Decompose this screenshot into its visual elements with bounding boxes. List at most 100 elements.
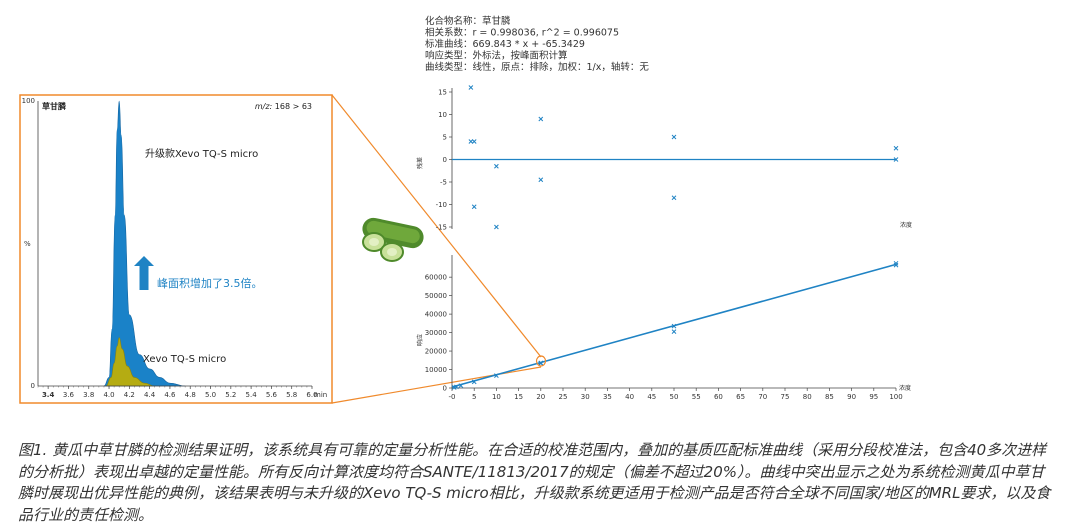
chrom-y-tick-label: 0	[31, 382, 35, 390]
resid-y-tick-label: -15	[436, 224, 447, 232]
chrom-x-tick-label: 5.8	[286, 391, 297, 399]
chrom-x-tick-label: 3.4	[42, 391, 55, 399]
calib-x-tick-label: 80	[803, 393, 812, 401]
cucumber-image	[362, 217, 424, 262]
info-line: 曲线类型：线性，原点：排除，加权：1/x，轴转：无	[425, 61, 649, 73]
resid-y-tick-label: -5	[440, 179, 447, 187]
resid-point	[893, 145, 899, 151]
calib-point	[893, 260, 899, 266]
calib-x-tick-label: 100	[889, 393, 902, 401]
chrom-y-label: %	[24, 240, 31, 248]
calib-y-tick-label: 30000	[425, 329, 447, 337]
info-line: 相关系数：r = 0.998036, r^2 = 0.996075	[425, 27, 619, 39]
figure-caption: 图1. 黄瓜中草甘膦的检测结果证明，该系统具有可靠的定量分析性能。在合适的校准范…	[18, 441, 1051, 524]
highlight-circle	[535, 355, 547, 367]
resid-point	[893, 157, 899, 162]
resid-point	[494, 224, 499, 230]
calib-x-tick-label: 15	[514, 393, 523, 401]
chrom-x-tick-label: 6.0	[306, 391, 317, 399]
calib-y-tick-label: 10000	[425, 366, 447, 374]
calib-y-tick-label: 0	[443, 385, 447, 393]
calib-x-tick-label: -0	[449, 393, 456, 401]
chrom-mz: m/z: 168 > 63	[255, 102, 312, 111]
chrom-x-unit: min	[314, 391, 327, 399]
resid-point	[471, 204, 477, 210]
chromatogram-chart: 3.4 3.6 3.8 4.0 4.2 4.4 4.6 4.8 5.0 5.2 5.4 5.6 5.8 6…	[22, 97, 328, 399]
chrom-x-tick-label: 5.6	[266, 391, 278, 399]
calib-x-tick-label: 65	[736, 393, 745, 401]
resid-point	[471, 139, 477, 144]
chrom-mz-value: 168 > 63	[272, 102, 312, 111]
calib-x-tick-label: 10	[492, 393, 501, 401]
chrom-x-tick-label: 4.2	[124, 391, 135, 399]
calib-point	[893, 262, 899, 268]
calib-point	[671, 323, 677, 329]
calib-x-tick-label: 70	[758, 393, 767, 401]
calib-x-tick-label: 45	[647, 393, 656, 401]
calib-point	[671, 329, 677, 335]
chrom-y-tick-label: 100	[22, 97, 35, 105]
zoom-connector-bottom	[331, 366, 542, 404]
resid-y-tick-label: 5	[443, 134, 447, 142]
peak-area-standard	[105, 337, 155, 387]
calib-y-tick-label: 50000	[425, 292, 447, 300]
calib-y-tick-label: 20000	[425, 348, 447, 356]
resid-point	[494, 163, 499, 169]
calib-x-tick-label: 20	[536, 393, 545, 401]
chrom-x-tick-label: 5.0	[205, 391, 216, 399]
resid-point	[671, 134, 677, 140]
calib-y-label: 响应	[416, 334, 424, 346]
resid-y-tick-label: 0	[443, 156, 447, 164]
resid-point	[538, 116, 544, 122]
info-line: 响应类型：外标法，按峰面积计算	[425, 50, 568, 62]
calib-point	[454, 384, 459, 390]
calib-x-tick-label: 90	[847, 393, 856, 401]
chrom-x-tick-label: 3.8	[83, 391, 94, 399]
calib-x-tick-label: 50	[670, 393, 679, 401]
chrom-x-tick-label: 4.0	[103, 391, 114, 399]
calib-x-tick-label: 60	[714, 393, 723, 401]
calibration-curve: 60000 50000 40000 30000 20000 10000 0 响应 -0 5 10 15…	[416, 255, 911, 401]
calib-x-tick-label: 25	[559, 393, 568, 401]
calib-x-tick-label: 75	[781, 393, 790, 401]
calib-point	[494, 373, 499, 378]
calib-point	[458, 383, 464, 388]
peak-area-upgraded	[103, 100, 186, 387]
resid-y-tick-label: -10	[436, 201, 447, 209]
chrom-x-tick-label: 4.8	[185, 391, 196, 399]
chrom-x-tick-label: 3.6	[63, 391, 75, 399]
chrom-x-tick-label: 4.4	[144, 391, 156, 399]
calib-x-tick-label: 55	[692, 393, 701, 401]
resid-point	[671, 195, 677, 201]
resid-point	[538, 177, 544, 183]
info-line: 化合物名称：草甘膦	[425, 15, 511, 27]
chrom-x-tick-label: 4.6	[164, 391, 176, 399]
resid-point	[468, 85, 474, 90]
calib-x-label: 浓度	[899, 384, 911, 392]
upgraded-label: 升级款Xevo TQ-S micro	[145, 147, 258, 160]
chrom-title: 草甘膦	[42, 101, 66, 111]
info-line: 标准曲线：669.843 * x + -65.3429	[425, 38, 585, 50]
calib-y-tick-label: 60000	[425, 274, 447, 282]
calib-x-tick-label: 95	[869, 393, 878, 401]
calib-point	[538, 360, 544, 366]
calib-point	[471, 379, 477, 385]
chrom-x-tick-label: 5.4	[246, 391, 258, 399]
standard-label: Xevo TQ-S micro	[143, 354, 226, 365]
chrom-x-tick-label: 5.2	[225, 391, 236, 399]
up-arrow-icon	[134, 256, 154, 290]
calib-y-tick-label: 40000	[425, 311, 447, 319]
calib-x-tick-label: 35	[603, 393, 612, 401]
chrom-mz-prefix: m/z:	[255, 102, 273, 111]
calib-x-tick-label: 85	[825, 393, 834, 401]
calib-x-tick-label: 40	[625, 393, 634, 401]
resid-y-tick-label: 15	[438, 89, 447, 97]
zoom-connector-top	[331, 94, 542, 358]
resid-y-label: 残差	[416, 157, 424, 169]
resid-x-label: 浓度	[900, 221, 912, 229]
calib-x-tick-label: 5	[472, 393, 476, 401]
area-increase-label: 峰面积增加了3.5倍。	[157, 276, 263, 290]
